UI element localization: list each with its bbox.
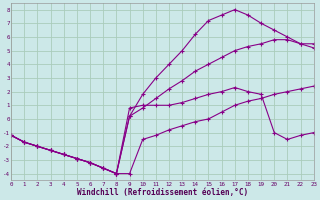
X-axis label: Windchill (Refroidissement éolien,°C): Windchill (Refroidissement éolien,°C) bbox=[77, 188, 248, 197]
